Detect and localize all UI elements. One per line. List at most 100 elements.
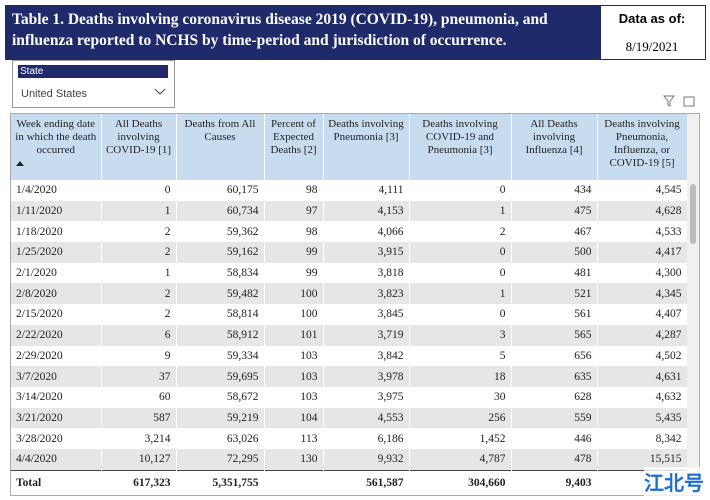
scroll-thumb[interactable]	[690, 184, 696, 244]
table-cell: 521	[511, 283, 598, 305]
table-cell: 500	[511, 242, 598, 263]
table-cell: 98	[264, 180, 324, 201]
column-header[interactable]: Week ending date in which the death occu…	[11, 114, 102, 180]
table-row: 2/15/2020 2 58,814 100 3,845 0 561 4,407	[11, 304, 688, 325]
total-cell: 9,403	[511, 469, 598, 495]
visual-icons	[662, 95, 695, 107]
table-cell: 2	[101, 242, 177, 263]
column-header[interactable]: All Deaths involving Influenza [4]	[511, 114, 598, 180]
table-cell: 99	[264, 242, 324, 263]
table-cell: 4,545	[597, 180, 688, 201]
table-row: 2/22/2020 6 58,912 101 3,719 3 565 4,287	[11, 324, 688, 346]
table-cell: 37	[101, 366, 177, 387]
table-cell: 2	[101, 304, 177, 325]
table-cell: 59,162	[176, 242, 265, 263]
table-cell: 2/15/2020	[11, 304, 102, 325]
table-cell: 4,628	[597, 200, 688, 222]
table-cell: 3/7/2020	[11, 366, 102, 387]
table-cell: 63,026	[176, 428, 265, 449]
table-cell: 2/8/2020	[11, 283, 102, 305]
table-cell: 60,175	[176, 180, 265, 201]
table-cell: 3,978	[323, 366, 410, 387]
table-cell: 565	[511, 324, 598, 346]
table-row: 1/11/2020 1 60,734 97 4,153 1 475 4,628	[11, 200, 688, 222]
table-row: 4/4/2020 10,127 72,295 130 9,932 4,787 478 15,5…	[11, 448, 688, 471]
data-as-of: Data as of: 8/19/2021	[598, 5, 706, 60]
table-cell: 98	[264, 221, 324, 243]
column-header[interactable]: Percent of Expected Deaths [2]	[264, 114, 324, 180]
table-cell: 3/21/2020	[11, 407, 102, 429]
column-header[interactable]: Deaths involving COVID-19 and Pneumonia …	[409, 114, 512, 180]
table-cell: 3/28/2020	[11, 428, 102, 449]
table-cell: 6,186	[323, 428, 410, 449]
table-cell: 4,153	[323, 200, 410, 222]
table-cell: 478	[511, 448, 598, 471]
column-header[interactable]: Deaths from All Causes	[176, 114, 265, 180]
table-cell: 635	[511, 366, 598, 387]
filter-label: State	[18, 65, 168, 78]
column-header[interactable]: Deaths involving Pneumonia [3]	[323, 114, 410, 180]
filter-icon[interactable]	[662, 95, 676, 107]
table-cell: 103	[264, 345, 324, 367]
dropdown-chevron[interactable]	[154, 88, 166, 96]
table-cell: 4,631	[597, 366, 688, 387]
table-cell: 103	[264, 386, 324, 408]
column-header[interactable]: All Deaths involving COVID-19 [1]	[101, 114, 177, 180]
table-cell: 4,787	[409, 448, 512, 471]
table-cell: 4,417	[597, 242, 688, 263]
table-cell: 2	[101, 221, 177, 243]
table-cell: 103	[264, 366, 324, 387]
table-cell: 4,345	[597, 283, 688, 305]
table-cell: 467	[511, 221, 598, 243]
table-cell: 2/22/2020	[11, 324, 102, 346]
table-cell: 113	[264, 428, 324, 449]
table-row: 3/28/2020 3,214 63,026 113 6,186 1,452 446 8,34…	[11, 428, 688, 449]
table-cell: 9	[101, 345, 177, 367]
table-cell: 0	[409, 304, 512, 325]
table-row: 3/21/2020 587 59,219 104 4,553 256 559 5,435	[11, 407, 688, 429]
total-cell: 561,587	[323, 469, 410, 495]
table-cell: 58,672	[176, 386, 265, 408]
total-cell: 617,323	[101, 469, 177, 495]
table-cell: 446	[511, 428, 598, 449]
table-cell: 561	[511, 304, 598, 325]
table-cell: 1	[101, 262, 177, 284]
table-cell: 5,435	[597, 407, 688, 429]
table-cell: 434	[511, 180, 598, 201]
table-cell: 72,295	[176, 448, 265, 471]
table-cell: 59,482	[176, 283, 265, 305]
table-cell: 100	[264, 283, 324, 305]
total-cell	[264, 469, 324, 495]
table-cell: 2	[101, 283, 177, 305]
header-row: Week ending date in which the death occu…	[11, 114, 688, 180]
table-cell: 58,834	[176, 262, 265, 284]
table-cell: 0	[101, 180, 177, 201]
data-as-of-date: 8/19/2021	[625, 39, 679, 54]
table-cell: 1	[101, 200, 177, 222]
watermark: 江北号	[644, 467, 704, 496]
table-cell: 656	[511, 345, 598, 367]
state-filter[interactable]: State United States	[12, 60, 175, 108]
table-cell: 4,632	[597, 386, 688, 408]
column-header[interactable]: Deaths involving Pneumonia, Influenza, o…	[597, 114, 688, 180]
table-cell: 4,287	[597, 324, 688, 346]
table-cell: 104	[264, 407, 324, 429]
table-cell: 5	[409, 345, 512, 367]
table-cell: 0	[409, 180, 512, 201]
table-cell: 3/14/2020	[11, 386, 102, 408]
table-cell: 0	[409, 262, 512, 284]
table-cell: 4,300	[597, 262, 688, 284]
scrollbar[interactable]	[687, 114, 699, 495]
table-cell: 15,515	[597, 448, 688, 471]
column-header-text: All Deaths involving COVID-19 [1]	[105, 118, 172, 156]
focus-icon[interactable]	[683, 96, 695, 107]
table-cell: 100	[264, 304, 324, 325]
table-cell: 3,975	[323, 386, 410, 408]
table-cell: 3,823	[323, 283, 410, 305]
table-cell: 475	[511, 200, 598, 222]
table-cell: 1/25/2020	[11, 242, 102, 263]
table-cell: 60,734	[176, 200, 265, 222]
table-cell: 59,334	[176, 345, 265, 367]
table-cell: 4,111	[323, 180, 410, 201]
title: Table 1. Deaths involving coronavirus di…	[12, 11, 548, 49]
